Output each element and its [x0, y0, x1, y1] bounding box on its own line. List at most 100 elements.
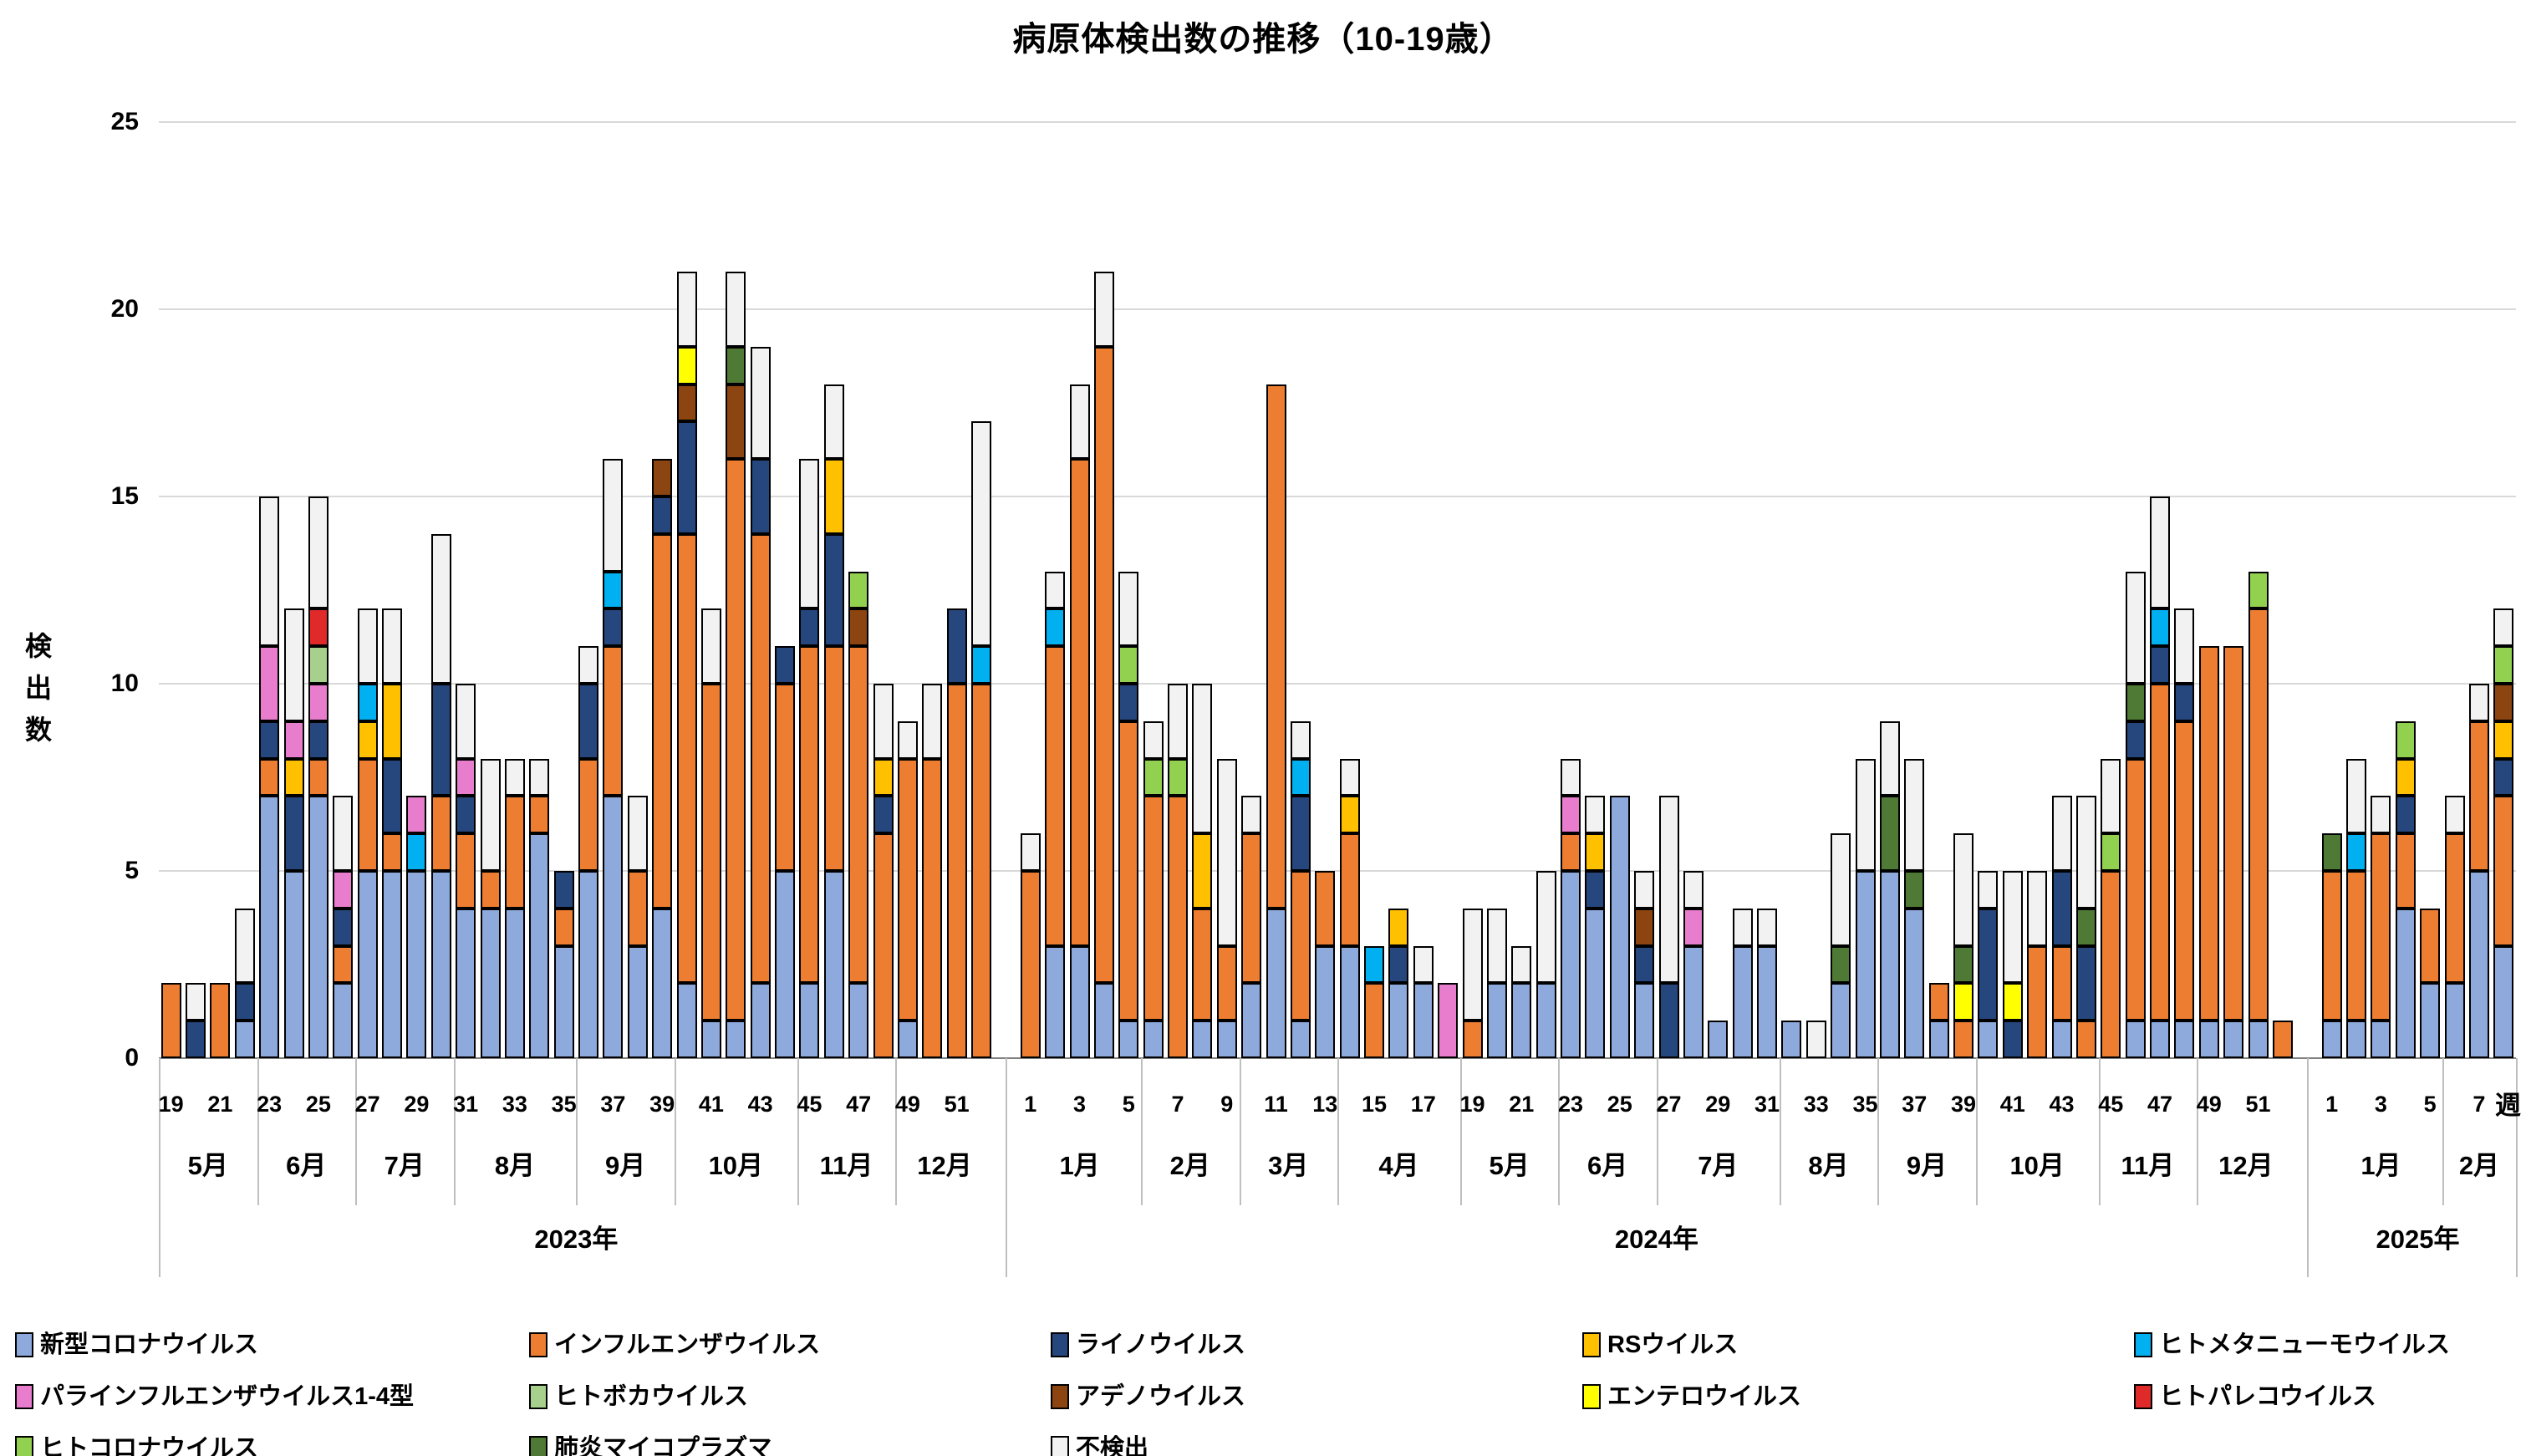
bar-segment-flu [259, 758, 280, 797]
bar-segment-none [1339, 758, 1360, 797]
bar-segment-covid [823, 871, 844, 1058]
bar-segment-covid [897, 1021, 918, 1058]
bar-segment-none [480, 758, 501, 871]
bar-segment-para [406, 796, 427, 834]
bar-segment-hmpv [2346, 833, 2367, 871]
bar-segment-covid [2125, 1021, 2146, 1058]
bar-segment-covid [848, 983, 869, 1058]
bar-segment-adeno [652, 459, 673, 496]
bar-segment-flu [504, 796, 525, 909]
month-label: 11月 [819, 1151, 873, 1180]
bar-segment-covid [2150, 1021, 2171, 1058]
bar-segment-rhino [382, 758, 403, 834]
legend-swatch-rs [1582, 1332, 1601, 1357]
bar-segment-parecho [308, 608, 328, 647]
bar-segment-flu [2272, 1021, 2293, 1058]
month-separator [1239, 1058, 1241, 1205]
bar-segment-rhino [2051, 871, 2072, 946]
legend-swatch-rhino [1051, 1332, 1069, 1357]
bar-segment-covid [1216, 1021, 1237, 1058]
bar-segment-none [676, 272, 697, 347]
bar-segment-none [1413, 945, 1434, 984]
legend-item-flu: インフルエンザウイルス [529, 1331, 1031, 1359]
legend-item-entero: エンテロウイルス [1582, 1382, 2084, 1411]
legend-item-parecho: ヒトパレコウイルス [2134, 1382, 2526, 1411]
week-tick-label: 25 [305, 1092, 331, 1117]
bar-segment-adeno [726, 384, 746, 460]
bar-segment-hcov [1143, 758, 1164, 797]
month-separator [674, 1058, 676, 1205]
legend-swatch-flu [529, 1332, 547, 1357]
bar-segment-none [873, 684, 894, 759]
bar-segment-hmpv [603, 571, 624, 609]
bar-segment-none [1192, 684, 1213, 834]
week-tick-label: 45 [797, 1092, 822, 1117]
bar-segment-entero [2002, 983, 2023, 1021]
bar-segment-para [1438, 983, 1459, 1058]
bar-segment-none [2027, 871, 2048, 946]
bar-segment-flu [946, 684, 967, 1058]
bar-segment-flu [2321, 871, 2342, 1021]
month-label: 2月 [2458, 1151, 2500, 1180]
week-tick-label: 25 [1607, 1092, 1632, 1117]
bar-segment-flu [529, 796, 550, 834]
bar-segment-boca [308, 646, 328, 684]
week-tick-label: 35 [1852, 1092, 1878, 1117]
week-tick-label: 3 [2374, 1092, 2387, 1117]
month-separator [1877, 1058, 1880, 1205]
legend-swatch-myco [529, 1436, 547, 1456]
bar-segment-flu [382, 833, 403, 871]
bar-segment-none [1732, 908, 1753, 946]
month-separator [895, 1058, 898, 1205]
gridline [159, 870, 2516, 872]
bar-segment-covid [283, 871, 304, 1058]
week-tick-label: 13 [1312, 1092, 1338, 1117]
bar-segment-covid [2248, 1021, 2269, 1058]
legend-swatch-covid [15, 1332, 33, 1357]
bar-segment-rhino [2002, 1021, 2023, 1058]
bar-segment-flu [1266, 384, 1286, 909]
bar-segment-rs [1585, 833, 1606, 871]
week-tick-label: 29 [404, 1092, 430, 1117]
month-separator [1779, 1058, 1781, 1205]
bar-segment-rhino [2150, 646, 2171, 684]
bar-segment-covid [726, 1021, 746, 1058]
bar-segment-rhino [652, 496, 673, 534]
month-separator [1141, 1058, 1143, 1205]
bar-segment-flu [1290, 871, 1311, 1021]
bar-segment-para [283, 720, 304, 759]
bar-segment-none [1585, 796, 1606, 834]
bar-segment-flu [2101, 871, 2121, 1058]
bar-segment-flu [2223, 646, 2244, 1021]
bar-segment-flu [922, 758, 943, 1058]
bar-segment-rhino [430, 684, 451, 797]
y-tick-label: 25 [110, 108, 139, 135]
bar-segment-none [1805, 1021, 1826, 1058]
legend-label-none: 不検出 [1076, 1435, 1149, 1456]
legend-item-para: パラインフルエンザウイルス1-4型 [15, 1382, 517, 1411]
bar-segment-covid [2371, 1021, 2391, 1058]
bar-segment-myco [2321, 833, 2342, 871]
y-axis-title-char: 検 [24, 631, 52, 661]
week-tick-label: 27 [1656, 1092, 1682, 1117]
bar-segment-none [971, 421, 992, 647]
bar-segment-covid [234, 1021, 255, 1058]
bar-segment-covid [1928, 1021, 1949, 1058]
legend-swatch-hcov [15, 1436, 33, 1456]
bar-segment-none [922, 684, 943, 759]
bar-segment-none [1658, 796, 1679, 984]
bar-segment-covid [2493, 945, 2514, 1058]
year-separator [1006, 1058, 1008, 1277]
month-label: 10月 [2009, 1151, 2065, 1180]
week-tick-label: 19 [1459, 1092, 1485, 1117]
bar-segment-adeno [2493, 684, 2514, 721]
bar-segment-rhino [456, 796, 476, 834]
legend-label-flu: インフルエンザウイルス [554, 1331, 821, 1358]
week-tick-label: 21 [207, 1092, 233, 1117]
week-tick-label: 47 [846, 1092, 872, 1117]
bar-segment-covid [627, 945, 648, 1058]
bar-segment-none [1486, 908, 1507, 984]
bar-segment-flu [750, 533, 771, 984]
year-label: 2025年 [2376, 1224, 2460, 1254]
bar-segment-none [2150, 496, 2171, 609]
